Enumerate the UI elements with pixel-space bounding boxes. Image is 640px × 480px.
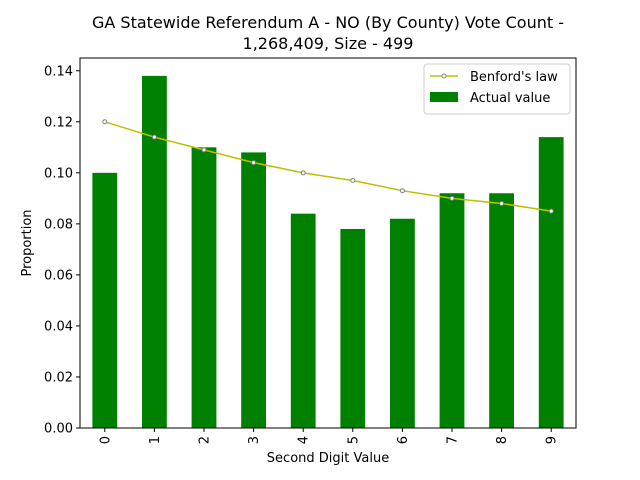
x-tick-label: 9: [545, 436, 560, 444]
x-axis: 0 1 2 3 4 5 6 7 8 9: [98, 428, 560, 444]
legend-actual-label: Actual value: [470, 91, 550, 106]
benford-point-7: [449, 195, 455, 201]
chart-title-line-2: 1,268,409, Size - 499: [243, 34, 414, 53]
y-tick-label: 0.08: [44, 217, 73, 232]
y-axis: 0.00 0.02 0.04 0.06 0.08 0.10 0.12 0.14: [44, 64, 80, 437]
x-tick-label: 0: [98, 436, 113, 444]
bar-2: [191, 147, 217, 428]
legend-actual-swatch: [430, 92, 458, 102]
bar-5: [340, 228, 366, 428]
chart-title-line-1: GA Statewide Referendum A - NO (By Count…: [92, 13, 564, 32]
bar-4: [290, 213, 316, 428]
x-tick-label: 8: [495, 436, 510, 444]
legend-box: [423, 63, 571, 115]
legend-benford-label: Benford's law: [470, 70, 558, 85]
legend-benford-swatch-marker: [441, 73, 447, 79]
benford-point-9: [548, 208, 554, 214]
bars-group: [92, 75, 564, 429]
y-axis-label: Proportion: [20, 209, 35, 276]
bar-8: [489, 193, 514, 428]
benford-point-6: [399, 188, 405, 194]
benford-point-8: [499, 200, 505, 206]
benford-point-1: [151, 134, 157, 140]
y-tick-label: 0.06: [44, 268, 73, 283]
x-tick-label: 5: [346, 436, 361, 444]
bar-9: [538, 137, 564, 428]
x-tick-label: 4: [297, 436, 312, 444]
x-tick-label: 7: [446, 436, 461, 444]
x-tick-label: 1: [148, 436, 163, 444]
benford-point-2: [201, 147, 207, 153]
x-axis-label: Second Digit Value: [267, 451, 389, 466]
y-tick-label: 0.00: [44, 422, 73, 437]
x-tick-label: 3: [247, 436, 262, 444]
bar-3: [241, 152, 266, 428]
y-tick-label: 0.14: [44, 64, 73, 79]
benford-point-3: [251, 160, 257, 166]
benford-point-5: [350, 177, 356, 183]
legend: Benford's law Actual value: [423, 63, 571, 115]
y-tick-label: 0.04: [44, 319, 73, 334]
bar-7: [439, 193, 465, 428]
benford-point-4: [300, 170, 306, 176]
y-tick-label: 0.02: [44, 370, 73, 385]
bar-0: [92, 172, 118, 428]
benford-line: [104, 121, 552, 212]
x-tick-label: 2: [198, 436, 213, 444]
bar-1: [142, 75, 167, 429]
y-tick-label: 0.10: [44, 166, 73, 181]
benford-point-0: [102, 119, 108, 125]
plot-frame: [79, 57, 577, 429]
bar-6: [390, 218, 415, 428]
benford-line-group: [102, 119, 554, 214]
x-tick-label: 6: [396, 436, 411, 444]
y-tick-label: 0.12: [44, 115, 73, 130]
